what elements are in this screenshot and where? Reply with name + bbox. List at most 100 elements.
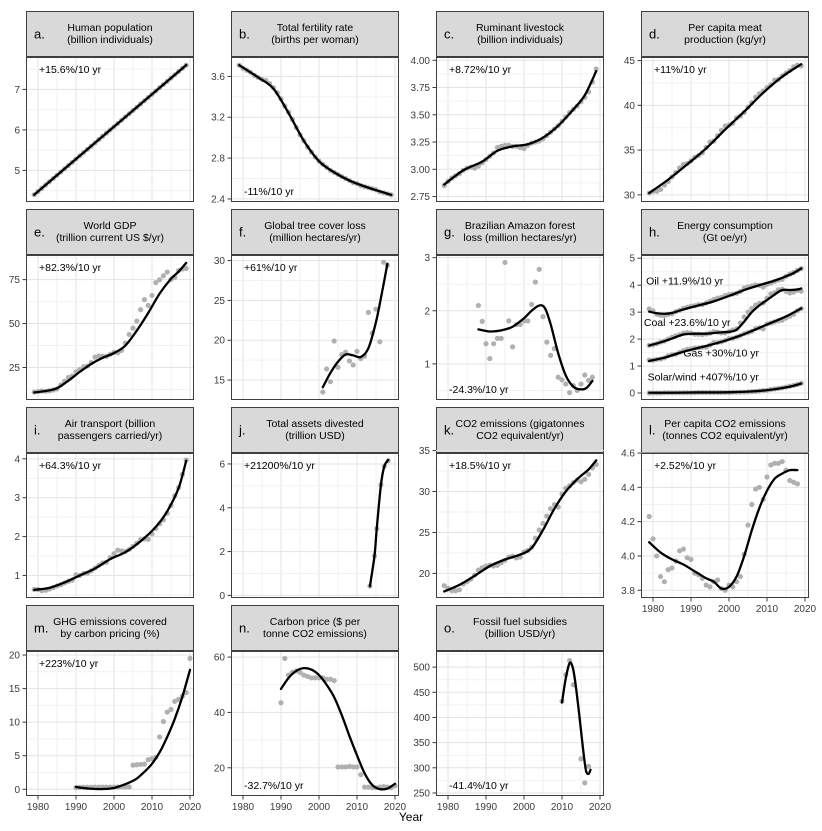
panel-g-trend-annotation: -24.3%/10 yr xyxy=(449,384,509,396)
panel-g-letter: g. xyxy=(444,224,455,240)
y-tick-label: 5 xyxy=(629,254,635,265)
y-tick-label: 0 xyxy=(629,388,635,399)
y-tick-label: 40 xyxy=(624,101,636,112)
y-tick-label: 3.00 xyxy=(411,165,431,176)
panel-f-title: Global tree cover loss (million hectares/… xyxy=(264,219,366,245)
y-tick-label: 2 xyxy=(424,306,430,317)
panel-f-header: f. Global tree cover loss (million hectare… xyxy=(231,209,399,255)
panel-m-trend-annotation: +223%/10 yr xyxy=(39,658,99,670)
y-tick-label: 40 xyxy=(214,708,226,719)
y-tick-label: 5 xyxy=(14,166,20,177)
y-tick-label: 3.50 xyxy=(411,110,431,121)
y-tick-label: 3.8 xyxy=(621,586,635,597)
panel-h-plot: 0 1 2 3 4 5 Oil +11.9%/10 yr Coal +23.6%/10 yr G… xyxy=(629,254,809,400)
y-tick-label: 3.6 xyxy=(211,72,225,83)
panel-j-plot: 0 2 4 6 +21200%/10 yr xyxy=(219,453,399,602)
panel-e-letter: e. xyxy=(34,224,45,240)
y-tick-label: 2.8 xyxy=(211,154,225,165)
panel-o-letter: o. xyxy=(444,620,455,636)
panel-k-header: k. CO2 emissions (gigatonnes CO2 equivalen… xyxy=(436,407,604,453)
panel-j-letter: j. xyxy=(239,422,246,438)
series-label: Solar/wind +407%/10 yr xyxy=(648,371,760,383)
x-tick-label: 2000 xyxy=(103,802,126,813)
panel-o-trend-annotation: -41.4%/10 yr xyxy=(449,780,509,792)
x-tick-label: 2010 xyxy=(551,802,574,813)
y-tick-label: 15 xyxy=(214,376,226,387)
y-tick-label: 3.75 xyxy=(411,83,431,94)
panel-n-trend-annotation: -32.7%/10 yr xyxy=(244,780,304,792)
y-tick-label: 25 xyxy=(214,296,226,307)
y-tick-label: 3 xyxy=(14,493,20,504)
y-tick-label: 20 xyxy=(419,569,431,580)
x-tick-label: 2000 xyxy=(718,604,741,615)
panel-c-title: Ruminant livestock (billion individuals) xyxy=(475,21,565,47)
panel-e-plot: 25 50 75 +82.3%/10 yr xyxy=(9,255,194,400)
panel-l-trend-annotation: +2.52%/10 yr xyxy=(654,460,717,472)
y-tick-label: 15 xyxy=(9,684,21,695)
x-axis-title: Year xyxy=(398,810,424,824)
y-tick-label: 2.4 xyxy=(211,194,225,205)
x-tick-label: 1980 xyxy=(437,802,460,813)
panel-f-trend-annotation: +61%/10 yr xyxy=(244,262,298,274)
y-tick-label: 5 xyxy=(14,751,20,762)
y-tick-label: 35 xyxy=(419,446,431,457)
y-tick-label: 1 xyxy=(629,362,635,373)
panel-b-trend-annotation: -11%/10 yr xyxy=(244,186,294,198)
panel-b-title: Total fertility rate (births per woman) xyxy=(271,21,359,47)
y-tick-label: 25 xyxy=(9,363,21,374)
panel-a-title: Human population (billion individuals) xyxy=(67,21,153,47)
x-tick-label: 2000 xyxy=(308,802,331,813)
panel-m-plot: 0 5 10 15 20 1980 1990 2000 2010 2020 +223%/10 yr xyxy=(9,651,202,813)
y-tick-label: 30 xyxy=(624,190,636,201)
y-tick-label: 60 xyxy=(214,653,226,664)
panel-n-letter: n. xyxy=(239,620,250,636)
panel-f-letter: f. xyxy=(239,224,247,240)
panel-i-title: Air transport (billion passengers carried… xyxy=(57,417,163,443)
y-tick-label: 2 xyxy=(14,532,20,543)
y-tick-label: 1 xyxy=(424,359,430,370)
x-tick-label: 1980 xyxy=(642,604,665,615)
panel-g-plot: 1 2 3 -24.3%/10 yr xyxy=(424,253,604,400)
y-tick-label: 4.6 xyxy=(621,449,635,460)
panel-g-title: Brazilian Amazon forest loss (million hec… xyxy=(463,219,577,245)
x-tick-label: 2010 xyxy=(756,604,779,615)
series-label: Gas +30%/10 yr xyxy=(683,348,759,360)
series-label: Coal +23.6%/10 yr xyxy=(644,317,731,329)
panel-d-header: d. Per capita meat production (kg/yr) xyxy=(641,11,809,57)
panel-e-title: World GDP (trillion current US $/yr) xyxy=(56,219,164,245)
x-tick-label: 1990 xyxy=(680,604,703,615)
panel-h-letter: h. xyxy=(649,224,660,240)
panel-i-header: i. Air transport (billion passengers carri… xyxy=(26,407,194,453)
y-tick-label: 4.4 xyxy=(621,483,635,494)
y-tick-label: 3 xyxy=(424,253,430,264)
y-tick-label: 4.00 xyxy=(411,56,431,67)
x-tick-label: 1980 xyxy=(27,802,50,813)
panel-i-plot: 1 2 3 4 +64.3%/10 yr xyxy=(14,453,194,598)
y-tick-label: 400 xyxy=(413,713,430,724)
y-tick-label: 4.0 xyxy=(621,551,635,562)
y-tick-label: 10 xyxy=(9,718,21,729)
y-tick-label: 250 xyxy=(413,788,430,799)
y-tick-label: 35 xyxy=(624,146,636,157)
y-tick-label: 20 xyxy=(214,336,226,347)
panel-k-plot: 20 25 30 35 +18.5%/10 yr xyxy=(419,446,604,598)
y-tick-label: 0 xyxy=(219,591,225,602)
y-tick-label: 6 xyxy=(219,459,225,470)
panel-h-header: h. Energy consumption (Gt oe/yr) xyxy=(641,209,809,255)
y-tick-label: 50 xyxy=(9,319,21,330)
panel-c-letter: c. xyxy=(444,26,455,42)
panel-c-header: c. Ruminant livestock (billion individuals… xyxy=(436,11,604,57)
panel-a-trend-annotation: +15.6%/10 yr xyxy=(39,64,102,76)
x-tick-label: 1980 xyxy=(232,802,255,813)
y-tick-label: 30 xyxy=(214,256,226,267)
y-tick-label: 350 xyxy=(413,738,430,749)
y-tick-label: 0 xyxy=(14,785,20,796)
panel-a-letter: a. xyxy=(34,26,45,42)
panel-j-header: j. Total assets divested (trillion USD) xyxy=(231,407,399,453)
panel-h-title: Energy consumption (Gt oe/yr) xyxy=(677,219,773,245)
panel-o-plot: 250 300 350 400 450 500 1980 1990 2000 2010 2020 -4… xyxy=(413,651,612,813)
panel-l-title: Per capita CO2 emissions (tonnes CO2 equi… xyxy=(662,417,788,443)
x-tick-label: 2020 xyxy=(794,604,817,615)
panel-m-header: m. GHG emissions covered by carbon pricing… xyxy=(26,605,194,651)
panel-a-plot: 5 6 7 +15.6%/10 yr xyxy=(14,57,194,202)
